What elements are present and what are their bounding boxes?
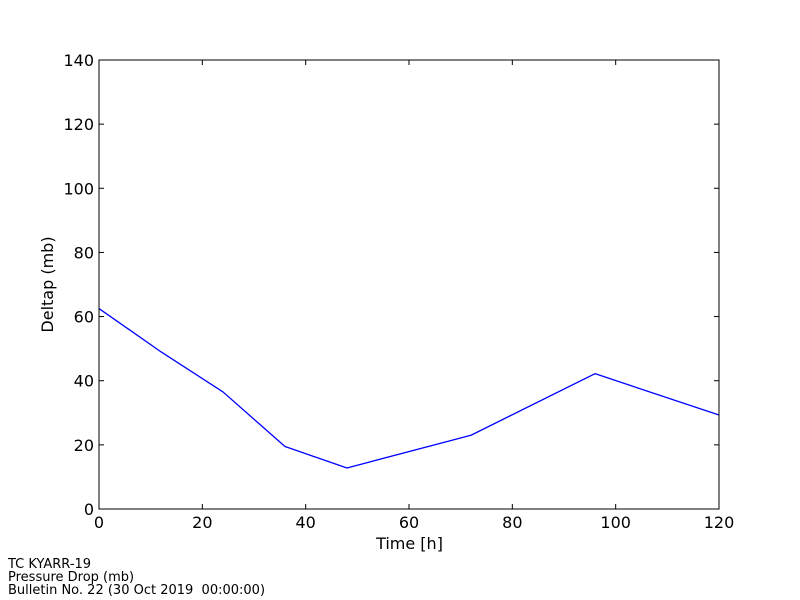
y-tick-label: 20: [74, 436, 94, 455]
y-tick-label: 140: [63, 51, 94, 70]
plot-frame: [98, 59, 720, 510]
footer-bulletin: Bulletin No. 22 (30 Oct 2019 00:00:00): [8, 583, 266, 598]
plot-area: 0 20 40 60 80 100 120 0 20 40 60 80 100 120 140: [63, 51, 734, 532]
y-tick-label: 0: [84, 500, 94, 519]
y-tick-label: 80: [74, 243, 94, 262]
y-tick-label: 120: [63, 115, 94, 134]
y-tick-label: 60: [74, 308, 94, 327]
y-tick-label: 40: [74, 372, 94, 391]
x-axis-label: Time [h]: [375, 534, 443, 553]
footer-storm-name: TC KYARR-19: [8, 557, 92, 572]
x-tick-label: 80: [502, 513, 522, 532]
x-tick-label: 120: [704, 513, 735, 532]
x-tick-label: 100: [600, 513, 631, 532]
x-tick-label: 20: [192, 513, 212, 532]
x-tick-label: 0: [94, 513, 104, 532]
y-tick-label: 100: [63, 179, 94, 198]
series-line-0: [98, 308, 720, 469]
x-tick-label: 60: [399, 513, 419, 532]
footer-variable: Pressure Drop (mb): [8, 570, 135, 585]
y-axis-label: Deltap (mb): [38, 236, 57, 332]
x-tick-label: 40: [295, 513, 315, 532]
